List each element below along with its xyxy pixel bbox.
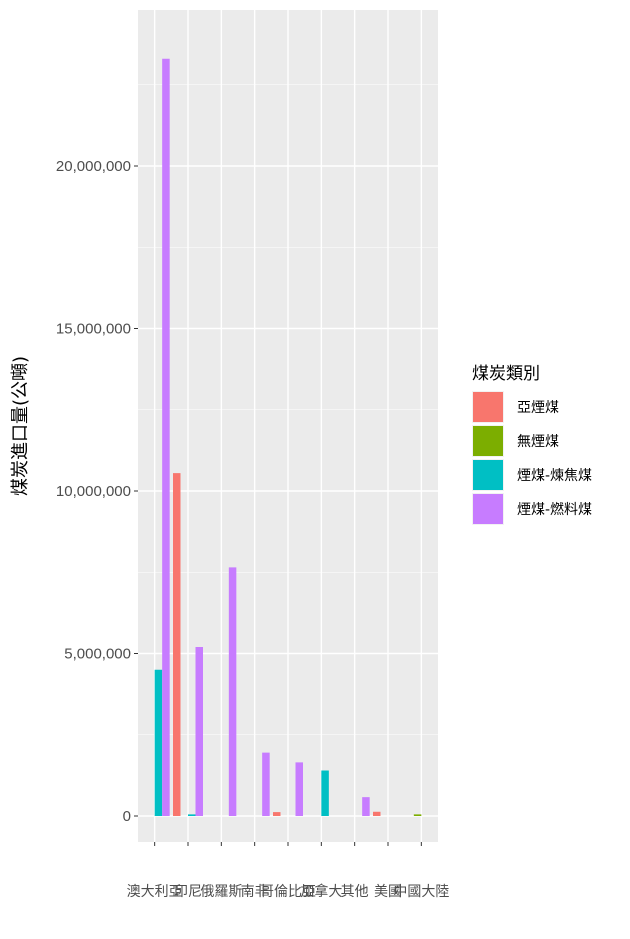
bar bbox=[173, 473, 181, 816]
bar bbox=[188, 814, 196, 816]
x-tick-label: 加拿大 bbox=[300, 883, 342, 900]
bar bbox=[362, 797, 370, 816]
x-tick-label: 中國大陸 bbox=[393, 884, 449, 900]
bar bbox=[413, 814, 422, 816]
legend-label: 無煙煤 bbox=[517, 434, 559, 450]
bar bbox=[154, 669, 163, 816]
legend-swatch bbox=[473, 460, 503, 490]
x-tick-label: 美國 bbox=[374, 884, 402, 900]
legend-title: 煤炭類別 bbox=[472, 364, 540, 384]
y-tick-label: 10,000,000 bbox=[56, 483, 131, 500]
bar bbox=[273, 812, 281, 816]
bar bbox=[195, 647, 203, 816]
y-tick-label: 20,000,000 bbox=[56, 158, 131, 175]
x-tick-label: 南非 bbox=[241, 884, 269, 900]
legend-label: 煙煤-燃料煤 bbox=[517, 501, 592, 518]
y-axis: 0 5,000,000 10,000,000 15,000,000 20,000,000 bbox=[56, 158, 138, 825]
legend-label: 亞煙煤 bbox=[517, 400, 559, 416]
legend-swatch bbox=[473, 426, 503, 456]
bar bbox=[373, 811, 381, 816]
legend-swatch bbox=[473, 494, 503, 524]
y-axis-title: 煤炭進口量(公噸) bbox=[10, 356, 31, 496]
bars bbox=[154, 58, 422, 816]
x-tick-label: 其他 bbox=[341, 884, 369, 900]
bar bbox=[262, 752, 270, 816]
bar bbox=[295, 762, 303, 816]
bar bbox=[228, 567, 237, 816]
y-tick-label: 5,000,000 bbox=[64, 646, 131, 663]
legend-label: 煙煤-煉焦煤 bbox=[517, 468, 592, 484]
bar bbox=[321, 770, 329, 816]
x-tick-label: 印尼 bbox=[174, 884, 202, 900]
legend-swatch bbox=[473, 392, 503, 422]
x-tick-label: 哥倫比亞 bbox=[260, 884, 316, 900]
y-tick-label: 15,000,000 bbox=[56, 321, 131, 338]
y-tick-label: 0 bbox=[123, 808, 131, 825]
bar bbox=[162, 58, 170, 816]
x-tick-label: 澳大利亞 bbox=[127, 884, 183, 900]
x-tick-label: 俄羅斯 bbox=[200, 884, 242, 900]
